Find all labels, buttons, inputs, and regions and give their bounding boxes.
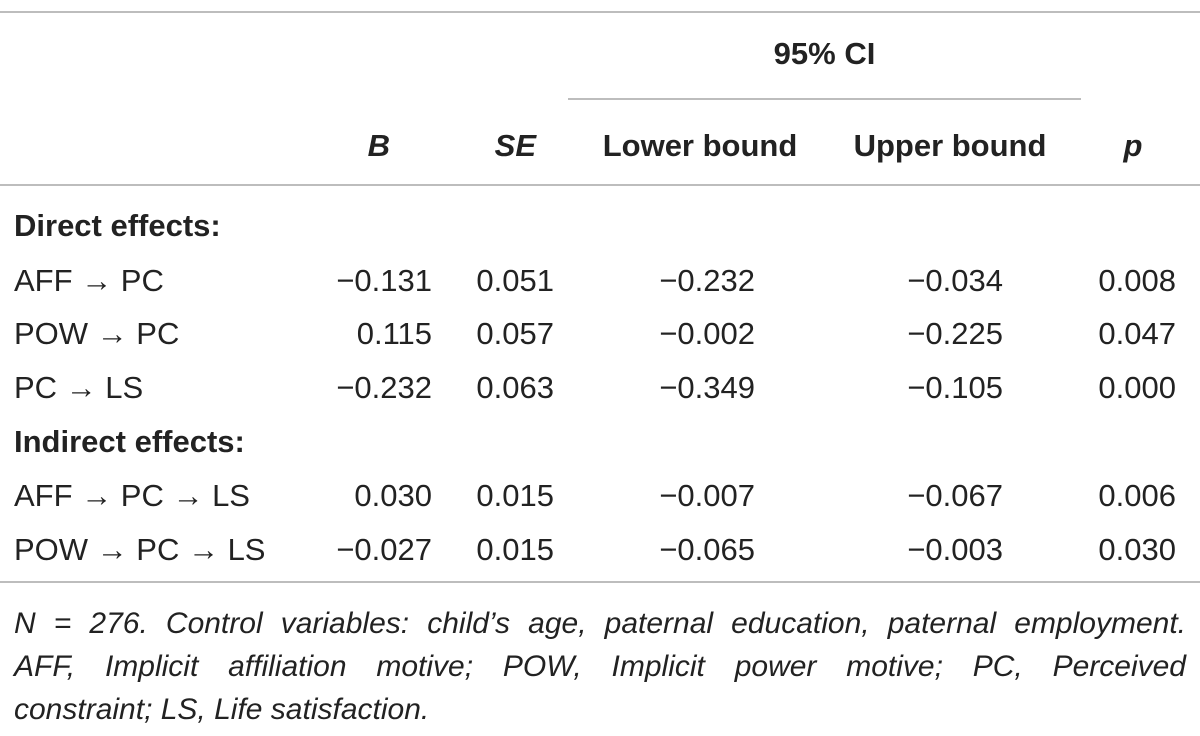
section-title-indirect: Indirect effects: <box>14 424 245 459</box>
cell-b: −0.131 <box>336 263 432 298</box>
cell-se: 0.063 <box>476 370 554 405</box>
table-top-rule <box>0 11 1200 13</box>
column-header-b: B <box>367 128 390 163</box>
cell-upper: −0.034 <box>907 263 1003 298</box>
cell-p: 0.008 <box>1098 263 1176 298</box>
column-header-se: SE <box>494 128 536 163</box>
cell-upper: −0.105 <box>907 370 1003 405</box>
table-note: N = 276. Control variables: child’s age,… <box>14 602 1186 731</box>
column-header-lower-bound: Lower bound <box>602 128 798 163</box>
row-label: PC → LS <box>14 370 144 405</box>
ci-group-rule <box>568 98 1081 100</box>
cell-se: 0.057 <box>476 316 554 351</box>
cell-upper: −0.003 <box>907 532 1003 567</box>
section-title-direct: Direct effects: <box>14 208 221 243</box>
cell-lower: −0.232 <box>659 263 755 298</box>
table-note-line-2: AFF, Implicit affiliation motive; POW, I… <box>14 650 1186 683</box>
cell-lower: −0.002 <box>659 316 755 351</box>
table-note-line-1: N = 276. Control variables: child’s age,… <box>14 607 1186 640</box>
cell-b: −0.027 <box>336 532 432 567</box>
cell-se: 0.015 <box>476 532 554 567</box>
cell-lower: −0.065 <box>659 532 755 567</box>
cell-p: 0.030 <box>1098 532 1176 567</box>
row-label: POW → PC → LS <box>14 532 266 567</box>
column-header-p: p <box>1123 128 1143 163</box>
cell-upper: −0.225 <box>907 316 1003 351</box>
cell-se: 0.051 <box>476 263 554 298</box>
cell-se: 0.015 <box>476 478 554 513</box>
cell-upper: −0.067 <box>907 478 1003 513</box>
table-bottom-rule <box>0 581 1200 583</box>
table-note-line-3: constraint; LS, Life satisfaction. <box>14 693 430 726</box>
cell-lower: −0.007 <box>659 478 755 513</box>
cell-lower: −0.349 <box>659 370 755 405</box>
cell-p: 0.047 <box>1098 316 1176 351</box>
header-bottom-rule <box>0 184 1200 186</box>
cell-b: 0.030 <box>354 478 432 513</box>
cell-b: 0.115 <box>356 316 432 351</box>
cell-p: 0.000 <box>1098 370 1176 405</box>
column-header-upper-bound: Upper bound <box>853 128 1047 163</box>
cell-b: −0.232 <box>336 370 432 405</box>
row-label: AFF → PC → LS <box>14 478 250 513</box>
row-label: POW → PC <box>14 316 180 351</box>
ci-group-header: 95% CI <box>773 36 876 71</box>
row-label: AFF → PC <box>14 263 164 298</box>
cell-p: 0.006 <box>1098 478 1176 513</box>
